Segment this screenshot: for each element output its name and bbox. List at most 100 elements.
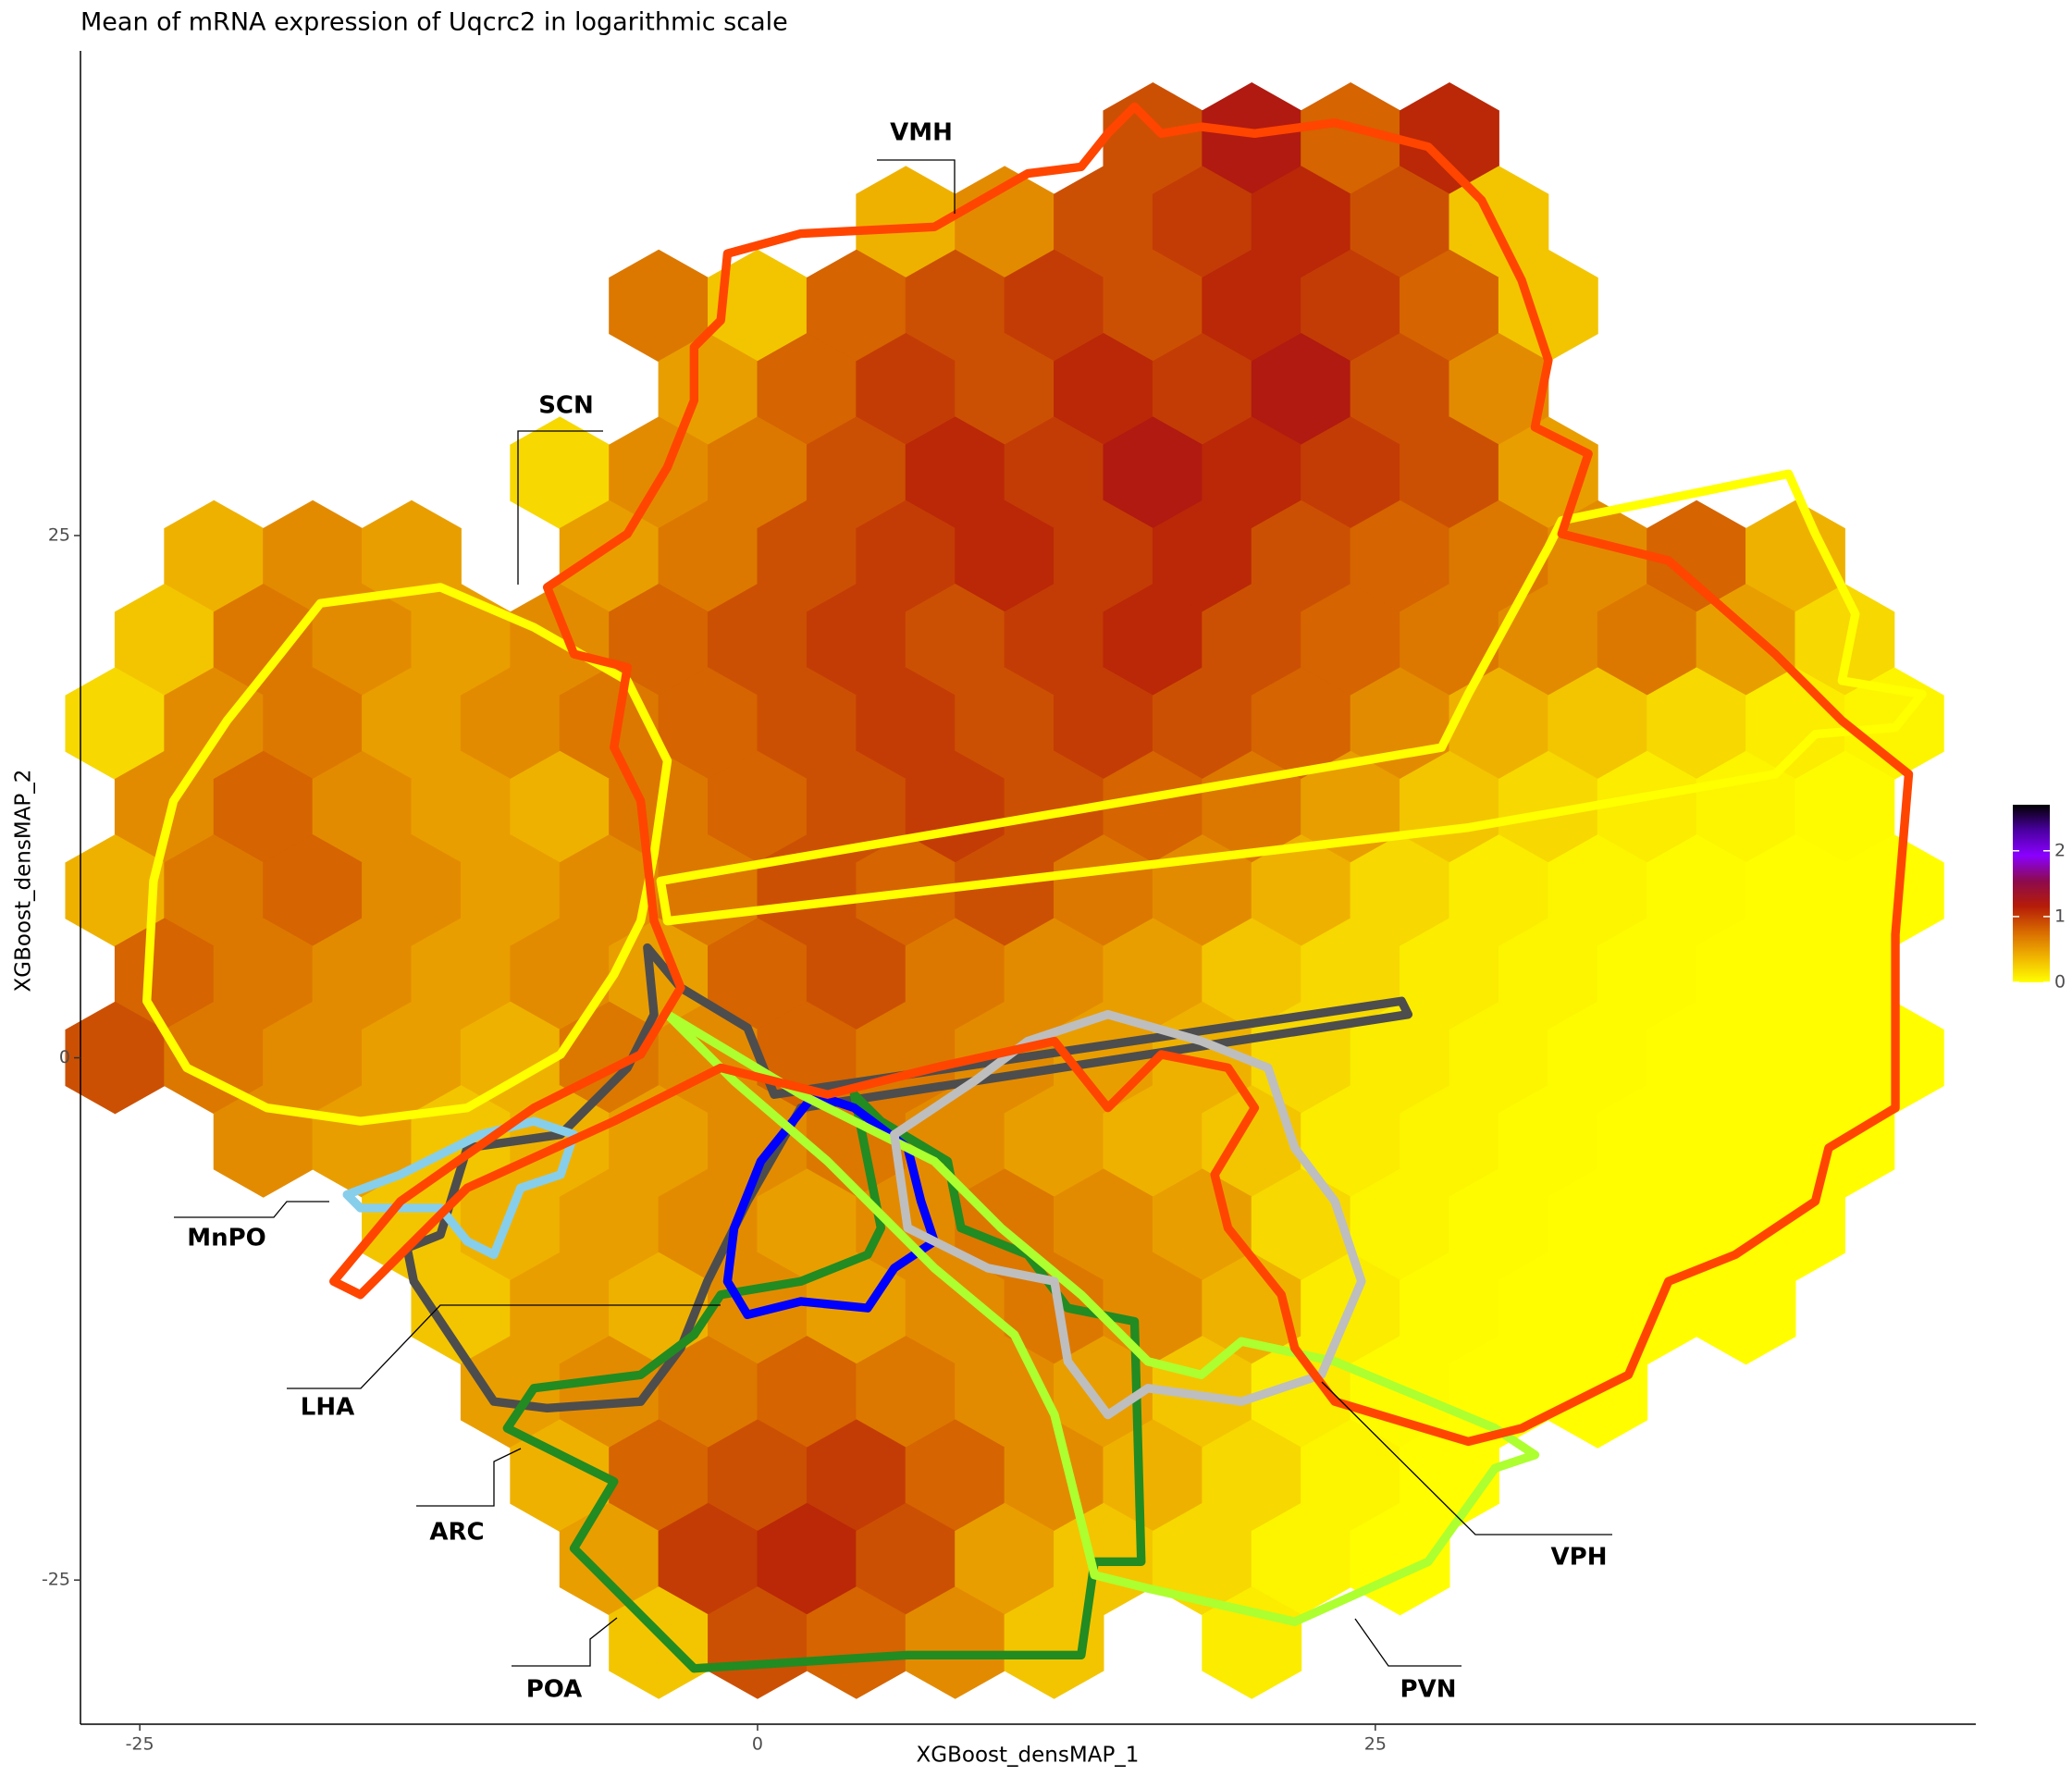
leader-line bbox=[512, 1617, 618, 1667]
hex-bin bbox=[609, 918, 709, 1031]
hex-bin bbox=[1498, 918, 1598, 1031]
hex-bin bbox=[905, 1419, 1005, 1533]
hex-bin bbox=[1745, 500, 1845, 613]
region-label: VMH bbox=[890, 119, 953, 147]
hex-bin bbox=[460, 834, 561, 947]
hex-bin bbox=[1696, 1252, 1796, 1365]
hex-bin bbox=[806, 584, 906, 697]
hex-bin bbox=[1202, 918, 1302, 1031]
hex-bin bbox=[1646, 1168, 1747, 1282]
hex-bin bbox=[757, 500, 857, 613]
hex-bin bbox=[1350, 1168, 1450, 1282]
hex-bin bbox=[609, 249, 709, 363]
hex-bin bbox=[1251, 667, 1351, 781]
hex-bin bbox=[1004, 249, 1104, 363]
hex-bin bbox=[955, 1502, 1055, 1616]
hex-bin bbox=[1449, 1001, 1549, 1115]
hex-bin bbox=[1400, 918, 1499, 1031]
chart-title: Mean of mRNA expression of Uqcrc2 in log… bbox=[80, 8, 788, 37]
hex-bin bbox=[955, 166, 1055, 279]
hex-bin bbox=[1301, 82, 1401, 195]
hex-bin bbox=[1597, 918, 1697, 1031]
hex-bin bbox=[1103, 584, 1203, 697]
hex-bin bbox=[312, 1085, 413, 1198]
region-label: ARC bbox=[429, 1519, 484, 1547]
hex-bin bbox=[1548, 1001, 1648, 1115]
hex-bin bbox=[1350, 166, 1450, 279]
hex-bin bbox=[362, 1168, 462, 1282]
hex-bin bbox=[1646, 500, 1747, 613]
hex-bin bbox=[1152, 333, 1252, 446]
hex-bin bbox=[1152, 166, 1252, 279]
hex-bin bbox=[1004, 750, 1104, 864]
hex-bin bbox=[905, 416, 1005, 530]
hex-bin bbox=[856, 166, 956, 279]
hex-bin bbox=[905, 249, 1005, 363]
mnpo-outline bbox=[342, 1116, 579, 1260]
region-label: LHA bbox=[301, 1394, 354, 1422]
hex-bin bbox=[856, 333, 956, 446]
hex-bin bbox=[1301, 584, 1401, 697]
colorbar-tick-label: 0 bbox=[2054, 972, 2066, 993]
hex-bin bbox=[1498, 750, 1598, 864]
hex-bin bbox=[1646, 1001, 1747, 1115]
hex-bin bbox=[1400, 249, 1499, 363]
hex-bin bbox=[263, 500, 364, 613]
hex-bin bbox=[609, 416, 709, 530]
hex-bin bbox=[806, 1419, 906, 1533]
leader-line bbox=[517, 430, 603, 585]
hex-bin bbox=[1548, 667, 1648, 781]
hex-bin bbox=[510, 918, 610, 1031]
hex-bin bbox=[1301, 1085, 1401, 1198]
hex-bin bbox=[1103, 750, 1203, 864]
hex-bin bbox=[806, 416, 906, 530]
hex-bin bbox=[856, 500, 956, 613]
hex-bin bbox=[1103, 416, 1203, 530]
hex-bin bbox=[708, 584, 808, 697]
hex-bin bbox=[1251, 166, 1351, 279]
hex-bin bbox=[263, 1001, 364, 1115]
hex-bin bbox=[510, 1252, 610, 1365]
hex-bin bbox=[856, 1502, 956, 1616]
hex-bin bbox=[1202, 584, 1302, 697]
hex-bin bbox=[510, 416, 610, 530]
hex-bin bbox=[362, 1001, 462, 1115]
hex-bin bbox=[1054, 166, 1153, 279]
hex-bin bbox=[559, 834, 660, 947]
region-labels: VMH SCN MnPO LHA ARC POA VPH PVN bbox=[187, 119, 1607, 1704]
hex-bin bbox=[708, 918, 808, 1031]
hex-bin bbox=[411, 584, 512, 697]
hex-bin bbox=[609, 1419, 709, 1533]
hex-bin bbox=[955, 667, 1055, 781]
hex-bin bbox=[955, 834, 1055, 947]
hex-bin bbox=[1103, 918, 1203, 1031]
hex-bin bbox=[1202, 1085, 1302, 1198]
hex-bin bbox=[806, 1586, 906, 1699]
hex-bin bbox=[164, 667, 265, 781]
hex-bin bbox=[1054, 500, 1153, 613]
hex-bin bbox=[1004, 416, 1104, 530]
hex-bin bbox=[708, 750, 808, 864]
hex-bin bbox=[213, 918, 314, 1031]
hex-bin bbox=[411, 1252, 512, 1365]
y-tick-label: 0 bbox=[59, 1047, 70, 1067]
hex-bin bbox=[65, 667, 166, 781]
hex-bin bbox=[1844, 834, 1944, 947]
hex-bin bbox=[1498, 1085, 1598, 1198]
hex-bin bbox=[460, 667, 561, 781]
hex-bin bbox=[757, 1336, 857, 1449]
x-axis-label: XGBoost_densMAP_1 bbox=[917, 1744, 1140, 1768]
hex-bin bbox=[1794, 584, 1895, 697]
hex-bin bbox=[708, 249, 808, 363]
hex-bin bbox=[510, 1419, 610, 1533]
hex-bin bbox=[1251, 1502, 1351, 1616]
hex-bin bbox=[1597, 584, 1697, 697]
hex-bin bbox=[1301, 416, 1401, 530]
hexbin-layer bbox=[65, 82, 1944, 1699]
hex-bin bbox=[1004, 1085, 1104, 1198]
hex-bin bbox=[1548, 834, 1648, 947]
hex-bin bbox=[1004, 918, 1104, 1031]
hex-bin bbox=[905, 1252, 1005, 1365]
hex-bin bbox=[1794, 750, 1895, 864]
